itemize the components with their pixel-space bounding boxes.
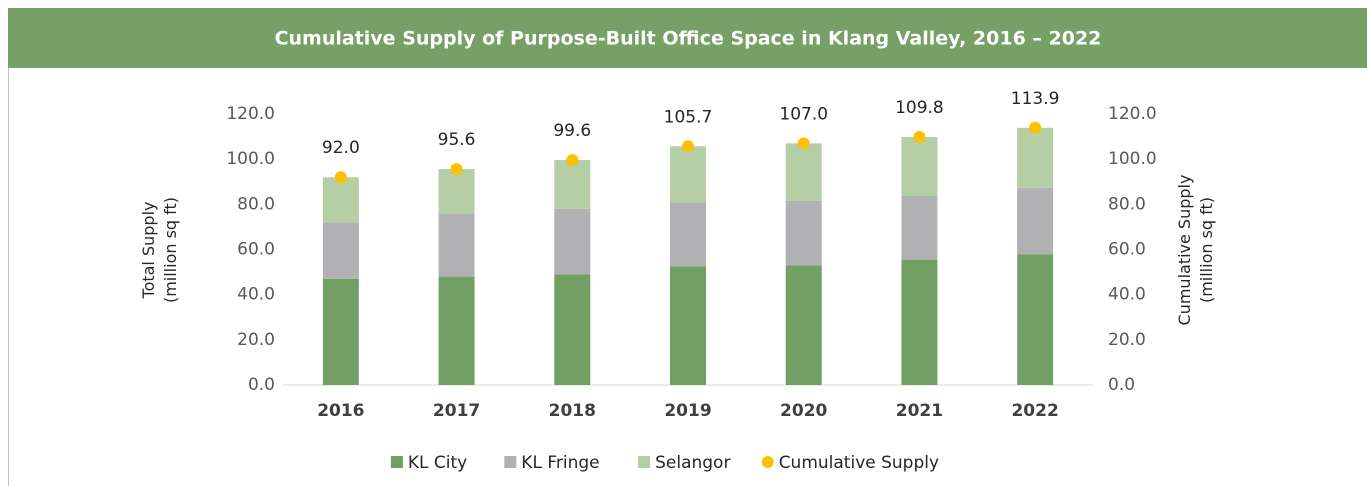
bar-segment [785,265,822,385]
bar-segment [554,160,591,209]
y2-tick-label: 120.0 [1108,104,1157,124]
legend-label: Cumulative Supply [779,453,939,473]
legend-swatch [638,456,651,468]
y-tick-label: 60.0 [237,240,275,260]
y2-tick-label: 40.0 [1108,285,1146,305]
y-tick-label: 40.0 [237,285,275,305]
bar-segment [1017,254,1054,385]
bar-segment [322,222,359,279]
y2-axis-title-line: Cumulative Supply [1175,175,1194,326]
bar-segment [322,278,359,385]
data-label: 105.7 [664,107,713,127]
data-label: 109.8 [895,98,944,118]
bar-segment [670,266,706,385]
point [913,131,926,144]
x-tick-label: 2018 [549,401,596,421]
y-tick-label: 20.0 [237,330,275,350]
legend-swatch [761,456,774,468]
data-label: 99.6 [553,121,591,141]
bar-segment [438,276,475,385]
x-tick-label: 2016 [317,401,364,421]
legend-swatch [390,456,403,468]
data-label: 95.6 [438,130,476,150]
bar-segment [901,259,938,385]
x-tick-label: 2022 [1011,401,1058,421]
y-tick-label: 0.0 [248,375,275,395]
y-axis-title-line: Total Supply [139,202,158,300]
y-axis-title-line: (million sq ft) [161,197,180,303]
bar-segment [785,200,822,266]
chart-title: Cumulative Supply of Purpose-Built Offic… [275,28,1102,50]
bar-segment [554,208,591,275]
y2-axis-title-line: (million sq ft) [1197,197,1216,303]
y2-axis-title: Cumulative Supply (million sq ft) [1175,175,1216,326]
bar-segment [670,146,706,203]
point [450,163,463,176]
y-tick-label: 100.0 [226,149,275,169]
bar-segment [785,143,822,201]
x-tick-label: 2021 [896,401,943,421]
legend-label: KL Fringe [521,453,599,473]
data-label: 92.0 [322,138,360,158]
point [682,140,694,153]
y-axis-title: Total Supply (million sq ft) [139,197,180,303]
data-label: 113.9 [1011,89,1060,109]
y2-tick-label: 20.0 [1108,330,1146,350]
point [797,137,810,150]
x-tick-label: 2019 [664,401,711,421]
bar-segment [670,202,706,267]
data-label: 107.0 [779,104,828,124]
x-tick-label: 2020 [780,401,827,421]
bar-segment [1017,127,1054,188]
title-bar [8,8,1367,68]
bar-segment [438,169,475,215]
bar-segment [438,214,475,277]
legend-label: KL City [408,453,467,473]
point [566,154,579,167]
legend-label: Selangor [655,453,730,473]
y2-tick-label: 100.0 [1108,149,1157,169]
bar-segment [901,137,938,196]
bar-segment [901,195,938,260]
y-tick-label: 80.0 [237,194,275,214]
y2-tick-label: 80.0 [1108,194,1146,214]
bar-segment [1017,187,1054,255]
bar-segment [322,177,359,223]
legend-swatch [504,456,517,468]
bar-segment [554,274,591,385]
point [1029,121,1042,134]
point [334,171,347,184]
y2-tick-label: 60.0 [1108,240,1146,260]
x-tick-label: 2017 [433,401,480,421]
y2-tick-label: 0.0 [1108,375,1135,395]
y-tick-label: 120.0 [226,104,275,124]
